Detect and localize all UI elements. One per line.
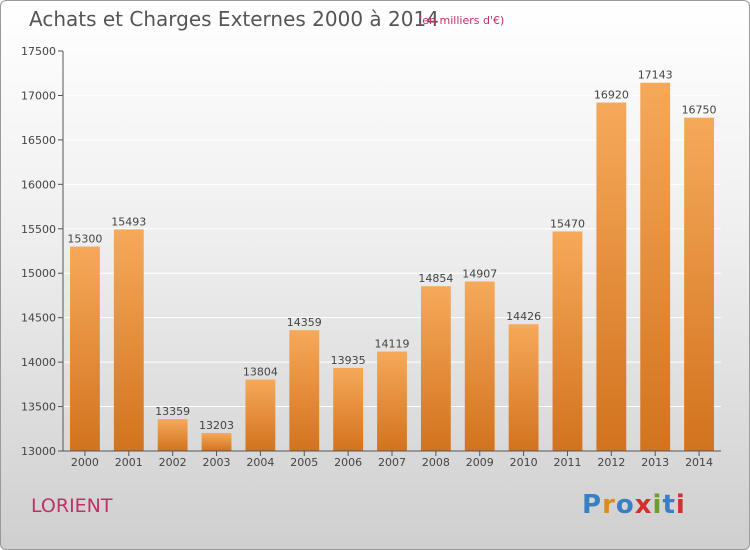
- data-label: 13935: [331, 354, 366, 367]
- data-label: 15493: [111, 215, 146, 228]
- x-tick-label: 2010: [510, 456, 538, 469]
- x-tick-label: 2004: [246, 456, 274, 469]
- data-label: 13203: [199, 419, 234, 432]
- y-tick-label: 16500: [21, 134, 56, 147]
- x-tick-label: 2012: [597, 456, 625, 469]
- y-tick-label: 16000: [21, 178, 56, 191]
- data-label: 14426: [506, 310, 541, 323]
- data-label: 17143: [638, 69, 673, 82]
- bar: [113, 229, 144, 451]
- chart-title: Achats et Charges Externes 2000 à 2014: [29, 7, 439, 31]
- y-tick-label: 13500: [21, 401, 56, 414]
- data-label: 15470: [550, 217, 585, 230]
- bar: [245, 379, 276, 451]
- x-tick-label: 2000: [71, 456, 99, 469]
- x-tick-label: 2008: [422, 456, 450, 469]
- bar: [333, 367, 364, 451]
- bar: [552, 231, 583, 451]
- bar: [289, 330, 320, 451]
- x-tick-label: 2009: [466, 456, 494, 469]
- bar: [377, 351, 407, 451]
- logo-letter: i: [675, 490, 686, 520]
- data-label: 13804: [243, 366, 278, 379]
- y-tick-label: 14500: [21, 312, 56, 325]
- proxiti-logo[interactable]: Proxiti: [582, 490, 686, 520]
- chart-subtitle: (en milliers d'€): [418, 14, 505, 27]
- data-label: 14907: [462, 267, 497, 280]
- data-label: 16920: [594, 89, 629, 102]
- data-label: 16750: [682, 104, 717, 117]
- bar: [70, 246, 100, 451]
- x-tick-label: 2005: [290, 456, 318, 469]
- y-tick-label: 14000: [21, 356, 56, 369]
- x-tick-label: 2007: [378, 456, 406, 469]
- y-tick-label: 15000: [21, 267, 56, 280]
- data-label: 13359: [155, 405, 190, 418]
- bar: [508, 324, 539, 451]
- x-tick-label: 2003: [203, 456, 231, 469]
- data-label: 14119: [375, 338, 410, 351]
- logo-letter: t: [662, 490, 676, 520]
- y-tick-label: 17500: [21, 45, 56, 58]
- logo-letter: o: [615, 490, 635, 520]
- x-tick-label: 2013: [641, 456, 669, 469]
- y-tick-label: 17000: [21, 89, 56, 102]
- logo-letter: P: [582, 490, 603, 520]
- x-tick-label: 2011: [553, 456, 581, 469]
- bar: [157, 419, 188, 451]
- x-tick-label: 2001: [115, 456, 143, 469]
- x-tick-label: 2014: [685, 456, 713, 469]
- bar: [464, 281, 495, 451]
- bar: [596, 102, 627, 452]
- data-label: 14359: [287, 316, 322, 329]
- logo-letter: r: [602, 490, 616, 520]
- y-tick-label: 15500: [21, 223, 56, 236]
- x-tick-label: 2006: [334, 456, 362, 469]
- city-name: LORIENT: [31, 495, 113, 517]
- logo-letter: i: [652, 490, 663, 520]
- data-label: 15300: [67, 233, 102, 246]
- data-label: 14854: [418, 272, 453, 285]
- bar: [684, 117, 714, 452]
- bar: [640, 82, 671, 451]
- logo-letter: x: [634, 490, 653, 520]
- y-tick-label: 13000: [21, 445, 56, 458]
- bar: [420, 286, 451, 451]
- bar: [201, 432, 232, 451]
- x-tick-label: 2002: [159, 456, 187, 469]
